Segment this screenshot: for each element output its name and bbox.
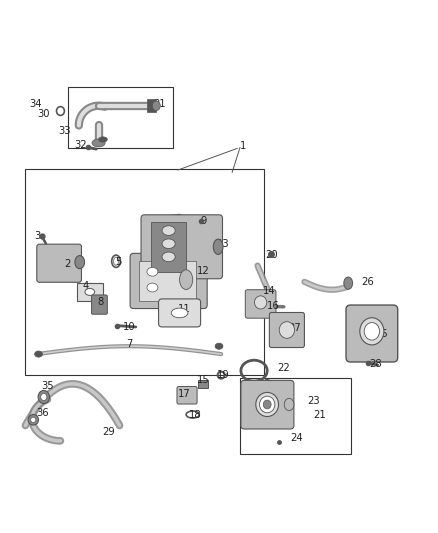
Text: 1: 1 [240,141,246,151]
FancyBboxPatch shape [159,299,201,327]
Text: 6: 6 [159,227,165,237]
Ellipse shape [162,239,175,248]
Text: 16: 16 [267,301,280,311]
Ellipse shape [92,139,105,147]
Text: 7: 7 [126,340,132,350]
Ellipse shape [99,137,107,142]
Text: 13: 13 [217,239,230,249]
Text: 8: 8 [98,296,104,306]
Ellipse shape [147,283,158,292]
FancyBboxPatch shape [37,244,81,282]
Ellipse shape [254,296,267,309]
Text: 28: 28 [370,359,382,369]
Ellipse shape [284,398,294,410]
Bar [139,261,196,301]
Ellipse shape [28,415,39,425]
Text: 25: 25 [375,329,389,340]
Text: 33: 33 [59,126,71,136]
Text: 24: 24 [291,433,303,443]
Text: 14: 14 [263,286,276,296]
Bar [198,381,208,388]
Ellipse shape [263,400,271,409]
Ellipse shape [162,252,175,262]
Ellipse shape [215,343,223,349]
Bar [77,283,103,301]
Ellipse shape [364,322,379,340]
Ellipse shape [162,226,175,236]
Text: 26: 26 [361,277,374,287]
Ellipse shape [31,417,36,423]
Ellipse shape [344,277,353,289]
Text: 34: 34 [30,99,42,109]
Text: 21: 21 [313,409,326,419]
Text: 10: 10 [123,322,135,332]
Text: 23: 23 [307,397,319,406]
Text: 9: 9 [201,215,207,225]
Text: 31: 31 [154,100,166,109]
FancyBboxPatch shape [177,386,197,404]
Text: 32: 32 [75,140,87,150]
Text: 35: 35 [41,381,53,391]
Text: 27: 27 [288,323,301,333]
Text: 11: 11 [177,304,191,314]
Ellipse shape [41,393,47,400]
Ellipse shape [35,351,42,357]
Ellipse shape [213,239,223,254]
Text: 3: 3 [34,231,40,241]
Ellipse shape [180,270,193,289]
Bar [25,169,264,375]
Text: 17: 17 [177,389,191,399]
Text: 2: 2 [65,260,71,269]
Bar [147,99,156,112]
Ellipse shape [259,396,275,413]
Ellipse shape [152,101,160,110]
Text: 29: 29 [102,427,115,437]
Text: 5: 5 [115,257,121,267]
Ellipse shape [256,392,279,416]
FancyBboxPatch shape [130,253,207,309]
FancyBboxPatch shape [92,295,107,314]
FancyBboxPatch shape [241,381,294,429]
Text: 4: 4 [82,281,88,291]
Ellipse shape [38,391,49,403]
Ellipse shape [171,308,188,318]
Text: 15: 15 [197,375,210,385]
Ellipse shape [85,288,95,295]
Ellipse shape [75,255,85,269]
Ellipse shape [279,322,294,338]
Text: 19: 19 [217,370,230,380]
Ellipse shape [147,268,158,276]
Bar [151,222,186,272]
Text: 30: 30 [38,109,50,119]
Ellipse shape [360,318,384,345]
Bar [68,87,173,148]
FancyBboxPatch shape [269,312,304,348]
Text: 12: 12 [197,266,210,276]
Text: 22: 22 [277,363,290,373]
Text: 20: 20 [265,249,278,260]
FancyBboxPatch shape [245,290,276,318]
Text: 36: 36 [37,408,49,418]
FancyBboxPatch shape [346,305,398,362]
Text: 18: 18 [189,410,201,421]
Bar [240,378,351,454]
FancyBboxPatch shape [141,215,223,279]
